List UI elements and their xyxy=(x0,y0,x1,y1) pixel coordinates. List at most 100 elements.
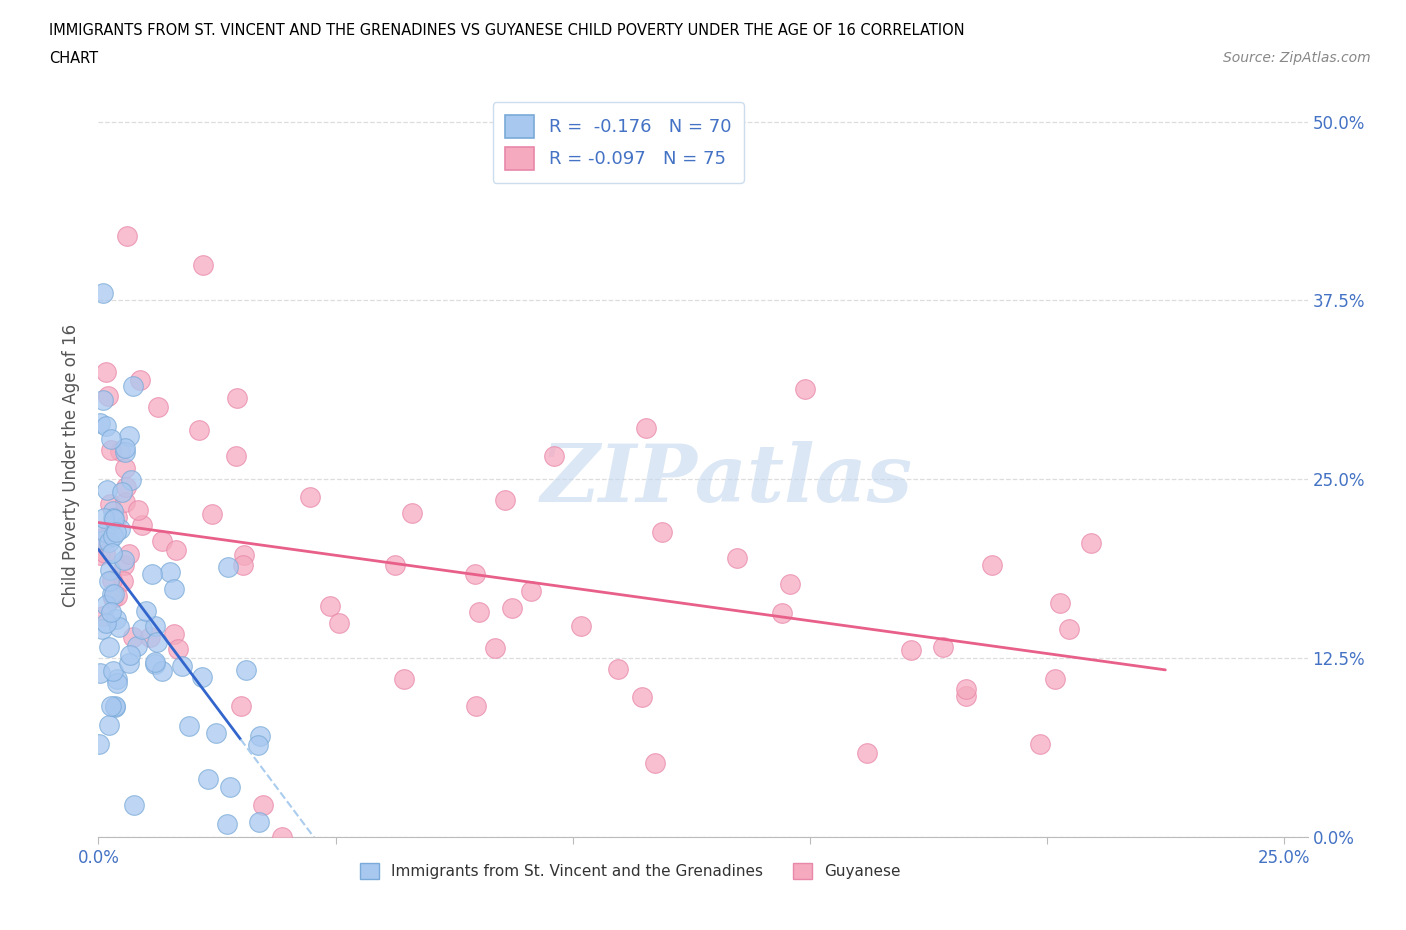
Point xyxy=(100,698,122,713)
Point xyxy=(104,698,127,713)
Point xyxy=(90,621,112,636)
Point xyxy=(125,638,148,653)
Point xyxy=(384,558,406,573)
Legend: Immigrants from St. Vincent and the Grenadines, Guyanese: Immigrants from St. Vincent and the Gren… xyxy=(354,857,907,885)
Point xyxy=(94,546,117,561)
Point xyxy=(1057,621,1080,636)
Point xyxy=(120,647,142,662)
Point xyxy=(98,574,121,589)
Point xyxy=(124,797,146,812)
Point xyxy=(131,622,153,637)
Point xyxy=(94,598,117,613)
Point xyxy=(129,373,152,388)
Point xyxy=(98,640,121,655)
Point xyxy=(120,472,142,487)
Point xyxy=(247,815,270,830)
Point xyxy=(89,416,111,431)
Point xyxy=(1080,536,1102,551)
Point xyxy=(101,503,124,518)
Point xyxy=(114,460,136,475)
Point xyxy=(91,608,114,623)
Point xyxy=(328,616,350,631)
Point xyxy=(217,559,239,574)
Point xyxy=(166,641,188,656)
Point xyxy=(955,688,977,703)
Point xyxy=(100,604,122,619)
Point xyxy=(225,448,247,463)
Point xyxy=(91,531,114,546)
Text: ZIPatlas: ZIPatlas xyxy=(541,441,914,519)
Point xyxy=(96,418,118,433)
Point xyxy=(87,737,110,751)
Point xyxy=(143,618,166,633)
Point xyxy=(468,604,491,619)
Point xyxy=(233,548,256,563)
Point xyxy=(232,558,254,573)
Point xyxy=(93,525,115,539)
Point xyxy=(104,612,127,627)
Point xyxy=(114,440,136,455)
Point xyxy=(103,591,125,605)
Point xyxy=(856,746,879,761)
Point xyxy=(187,423,209,438)
Point xyxy=(148,400,170,415)
Point xyxy=(114,445,136,459)
Y-axis label: Child Poverty Under the Age of 16: Child Poverty Under the Age of 16 xyxy=(62,324,80,606)
Point xyxy=(122,379,145,393)
Point xyxy=(401,505,423,520)
Point xyxy=(131,517,153,532)
Point xyxy=(98,497,121,512)
Point xyxy=(118,429,141,444)
Point xyxy=(139,630,162,644)
Point xyxy=(571,618,593,633)
Point xyxy=(231,698,253,713)
Text: CHART: CHART xyxy=(49,51,98,66)
Point xyxy=(89,665,111,680)
Point xyxy=(100,546,122,561)
Point xyxy=(246,737,269,752)
Point xyxy=(98,563,121,578)
Point xyxy=(464,567,486,582)
Point xyxy=(112,558,135,573)
Point xyxy=(464,698,486,713)
Point xyxy=(318,599,340,614)
Point xyxy=(121,630,143,644)
Point xyxy=(104,699,127,714)
Point xyxy=(108,444,131,458)
Point xyxy=(104,525,127,539)
Point xyxy=(725,551,748,565)
Point xyxy=(644,755,666,770)
Point xyxy=(163,581,186,596)
Point xyxy=(606,662,628,677)
Point xyxy=(101,586,124,601)
Point xyxy=(105,671,128,686)
Point xyxy=(96,483,118,498)
Point xyxy=(494,493,516,508)
Point xyxy=(114,494,136,509)
Point xyxy=(252,797,274,812)
Point xyxy=(501,601,523,616)
Point xyxy=(779,576,801,591)
Point xyxy=(91,392,114,407)
Point xyxy=(105,510,128,525)
Point xyxy=(105,676,128,691)
Point xyxy=(1043,671,1066,686)
Point xyxy=(191,670,214,684)
Point xyxy=(520,583,543,598)
Point xyxy=(89,548,111,563)
Point xyxy=(197,771,219,786)
Point xyxy=(118,547,141,562)
Point xyxy=(271,830,294,844)
Point xyxy=(543,448,565,463)
Text: IMMIGRANTS FROM ST. VINCENT AND THE GRENADINES VS GUYANESE CHILD POVERTY UNDER T: IMMIGRANTS FROM ST. VINCENT AND THE GREN… xyxy=(49,23,965,38)
Point xyxy=(191,258,214,272)
Point xyxy=(112,574,135,589)
Point xyxy=(932,640,955,655)
Point xyxy=(225,391,247,405)
Point xyxy=(107,619,129,634)
Point xyxy=(163,627,186,642)
Point xyxy=(93,511,115,525)
Point xyxy=(955,682,977,697)
Point xyxy=(98,717,121,732)
Point xyxy=(165,542,187,557)
